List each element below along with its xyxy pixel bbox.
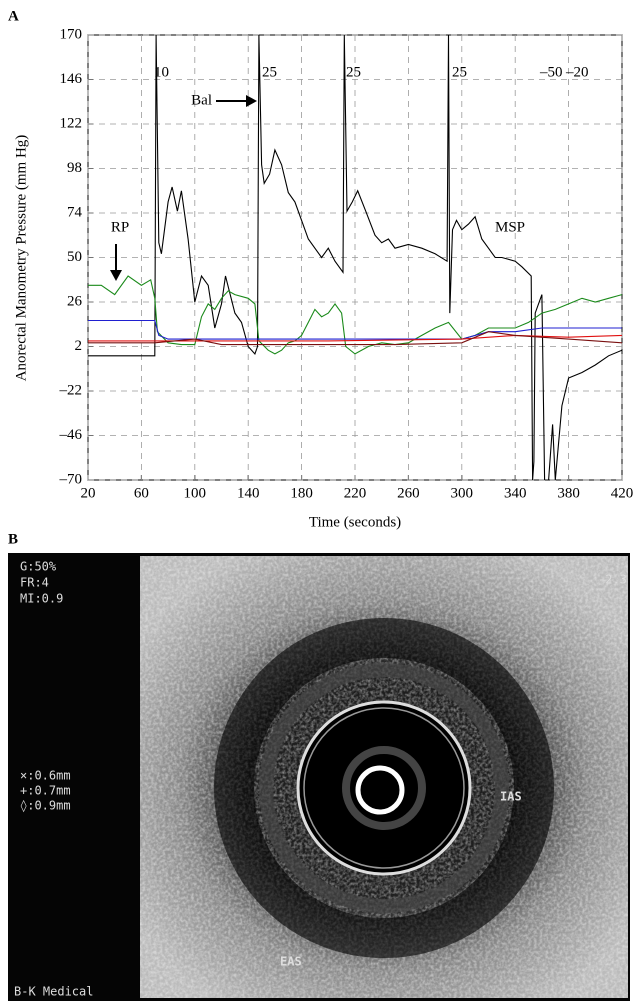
series-line bbox=[88, 334, 622, 342]
probe-core-halo bbox=[342, 746, 426, 830]
probe bbox=[296, 700, 472, 876]
annotation: Bal bbox=[191, 92, 212, 108]
y-tick-label: –46 bbox=[59, 427, 83, 443]
annotation: 10 bbox=[154, 64, 169, 80]
measurement: +:0.7mm bbox=[20, 784, 71, 798]
ring bbox=[259, 663, 509, 913]
annotation: 25 bbox=[262, 64, 277, 80]
setting: MI:0.9 bbox=[20, 592, 63, 606]
arrowhead bbox=[246, 95, 257, 107]
y-tick-label: 146 bbox=[60, 71, 83, 87]
y-axis-label: Anorectal Manometry Pressure (mm Hg) bbox=[13, 135, 29, 382]
series-line bbox=[88, 275, 622, 355]
arrowhead bbox=[110, 270, 122, 281]
series-line bbox=[88, 331, 622, 346]
x-tick-label: 340 bbox=[504, 485, 527, 501]
panel-label: B bbox=[8, 531, 18, 547]
annotation: –50 bbox=[539, 64, 563, 80]
brand: B-K Medical bbox=[14, 985, 93, 999]
annotation: MSP bbox=[495, 219, 525, 235]
series-group bbox=[88, 35, 622, 480]
depth: -2.3 bbox=[598, 573, 627, 587]
series-line bbox=[88, 35, 622, 480]
y-tick-label: 122 bbox=[60, 115, 83, 131]
y-tick-label: 2 bbox=[75, 338, 83, 354]
x-tick-label: 20 bbox=[81, 485, 96, 501]
x-tick-label: 420 bbox=[611, 485, 634, 501]
panel-label: A bbox=[8, 8, 19, 24]
x-axis-label: Time (seconds) bbox=[309, 514, 401, 530]
x-tick-label: 180 bbox=[290, 485, 313, 501]
x-tick-label: 220 bbox=[344, 485, 367, 501]
setting: G:50% bbox=[20, 560, 57, 574]
x-tick-label: 100 bbox=[184, 485, 207, 501]
y-tick-label: 74 bbox=[67, 204, 83, 220]
y-tick-label: –70 bbox=[59, 471, 83, 487]
y-tick-label: 98 bbox=[67, 160, 82, 176]
probe-core bbox=[355, 765, 405, 815]
ultrasound-image: G:50% FR:4 MI:0.9 -2.3 ×:0.6mm +:0.7mm ◊… bbox=[8, 553, 630, 1001]
y-tick-label: 170 bbox=[60, 26, 83, 42]
x-tick-label: 60 bbox=[134, 485, 149, 501]
plot-area bbox=[87, 34, 623, 481]
setting: FR:4 bbox=[20, 576, 49, 590]
probe-ring bbox=[303, 707, 465, 869]
measurement: ×:0.6mm bbox=[20, 769, 71, 783]
annotation: 25 bbox=[452, 64, 467, 80]
x-tick-label: 140 bbox=[237, 485, 260, 501]
structure-label: EAS bbox=[280, 955, 302, 969]
x-tick-label: 380 bbox=[557, 485, 580, 501]
measurement: ◊:0.9mm bbox=[20, 799, 71, 813]
y-tick-label: 50 bbox=[67, 249, 82, 265]
annotation: –20 bbox=[565, 64, 589, 80]
ring bbox=[214, 618, 554, 958]
y-tick-label: 26 bbox=[67, 293, 83, 309]
x-tick-label: 260 bbox=[397, 485, 420, 501]
structure-label: IAS bbox=[500, 790, 522, 804]
annotation: RP bbox=[111, 219, 129, 235]
y-tick-label: –22 bbox=[59, 382, 83, 398]
x-tick-label: 300 bbox=[451, 485, 474, 501]
annotation: 25 bbox=[346, 64, 361, 80]
